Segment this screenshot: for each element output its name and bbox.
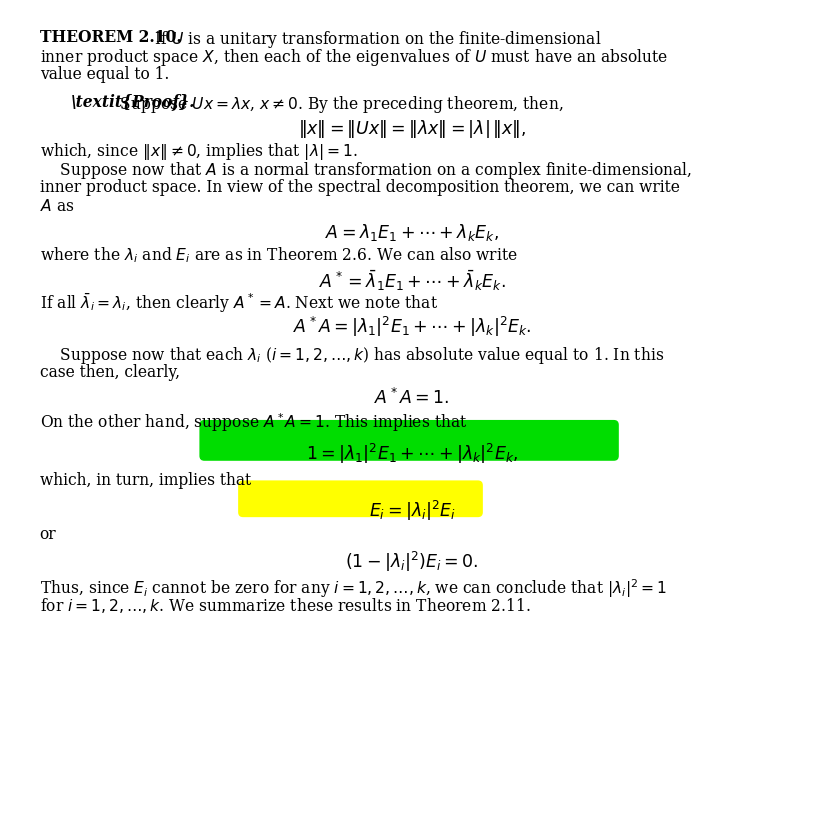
Text: Thus, since $E_i$ cannot be zero for any $i = 1, 2, \ldots, k$, we can conclude : Thus, since $E_i$ cannot be zero for any… [40,578,667,600]
Text: Suppose $Ux = \lambda x$, $x \neq 0$. By the preceding theorem, then,: Suppose $Ux = \lambda x$, $x \neq 0$. By… [115,94,563,115]
Text: which, since $\|x\| \neq 0$, implies that $|\lambda| = 1$.: which, since $\|x\| \neq 0$, implies tha… [40,141,358,162]
Text: $A^*A = 1.$: $A^*A = 1.$ [374,388,450,408]
Text: $A = \lambda_1 E_1 + \cdots + \lambda_k E_k,$: $A = \lambda_1 E_1 + \cdots + \lambda_k … [325,222,499,243]
Text: inner product space $X$, then each of the eigenvalues of $U$ must have an absolu: inner product space $X$, then each of th… [40,47,667,69]
Text: $E_i = |\lambda_i|^2 E_i$: $E_i = |\lambda_i|^2 E_i$ [368,499,456,523]
Text: If $U$ is a unitary transformation on the finite-dimensional: If $U$ is a unitary transformation on th… [145,29,602,50]
Text: Suppose now that each $\lambda_i$ ($i = 1, 2, \ldots, k$) has absolute value equ: Suppose now that each $\lambda_i$ ($i = … [40,345,664,366]
Text: $1 = |\lambda_1|^2 E_1 + \cdots + |\lambda_k|^2 E_k,$: $1 = |\lambda_1|^2 E_1 + \cdots + |\lamb… [306,442,518,466]
Text: which, in turn, implies that: which, in turn, implies that [40,472,250,489]
Text: for $i = 1, 2, \ldots, k$. We summarize these results in Theorem 2.11.: for $i = 1, 2, \ldots, k$. We summarize … [40,596,531,615]
Text: THEOREM 2.10.: THEOREM 2.10. [40,29,181,46]
Text: On the other hand, suppose $A^*A = 1$. This implies that: On the other hand, suppose $A^*A = 1$. T… [40,412,467,435]
Text: value equal to 1.: value equal to 1. [40,66,169,83]
FancyBboxPatch shape [238,480,483,517]
Text: inner product space. In view of the spectral decomposition theorem, we can write: inner product space. In view of the spec… [40,179,680,196]
Text: or: or [40,526,56,543]
Text: case then, clearly,: case then, clearly, [40,364,180,381]
Text: $A$ as: $A$ as [40,198,74,215]
Text: \textit{Proof}.: \textit{Proof}. [71,94,195,111]
Text: If all $\bar{\lambda}_i = \lambda_i$, then clearly $A^* = A$. Next we note that: If all $\bar{\lambda}_i = \lambda_i$, th… [40,292,438,315]
Text: where the $\lambda_i$ and $E_i$ are as in Theorem 2.6. We can also write: where the $\lambda_i$ and $E_i$ are as i… [40,245,517,265]
Text: $\|x\| = \|Ux\| = \|\lambda x\| = |\lambda|\,\|x\|,$: $\|x\| = \|Ux\| = \|\lambda x\| = |\lamb… [298,118,526,140]
FancyBboxPatch shape [199,420,619,461]
Text: $(1 - |\lambda_i|^2)E_i = 0.$: $(1 - |\lambda_i|^2)E_i = 0.$ [345,550,479,574]
Text: Suppose now that $A$ is a normal transformation on a complex finite-dimensional,: Suppose now that $A$ is a normal transfo… [40,160,691,181]
Text: $A^*A = |\lambda_1|^2 E_1 + \cdots + |\lambda_k|^2 E_k.$: $A^*A = |\lambda_1|^2 E_1 + \cdots + |\l… [293,315,531,339]
Text: $A^* = \bar{\lambda}_1 E_1 + \cdots + \bar{\lambda}_k E_k.$: $A^* = \bar{\lambda}_1 E_1 + \cdots + \b… [319,269,505,293]
